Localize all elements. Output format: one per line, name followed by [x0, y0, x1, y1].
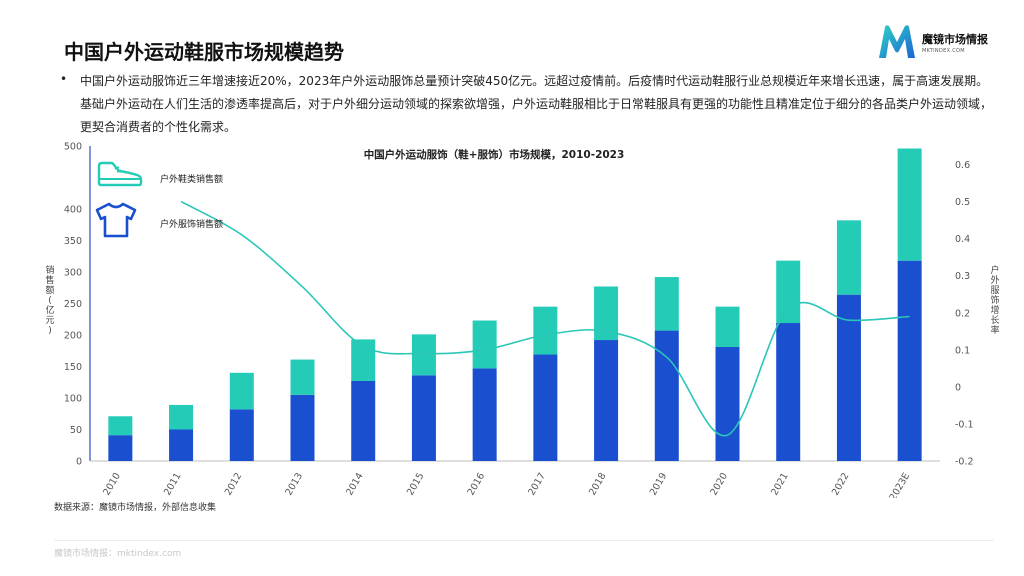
legend-label-apparel: 户外服饰销售额: [160, 218, 223, 230]
growth-rate-line: [180, 200, 910, 437]
bar-apparel-2011: [169, 429, 194, 461]
legend-label-footwear: 户外鞋类销售额: [160, 173, 223, 185]
bar-footwear-2015: [411, 334, 436, 376]
y-tick-label: 100: [64, 394, 82, 405]
bar-apparel-2023E: [897, 260, 922, 461]
bar-apparel-2021: [776, 323, 801, 461]
logo-m-icon: [879, 25, 915, 58]
y2-tick-label: 0.2: [955, 308, 970, 319]
bar-apparel-2017: [533, 354, 558, 461]
tshirt-outline: [95, 202, 137, 238]
shoe-icon: [97, 161, 143, 187]
x-tick-label: 2017: [526, 471, 548, 497]
brand-logo: 魔镜市场情报 MKTINDEX.COM: [876, 24, 1006, 64]
y-tick-label: 200: [64, 331, 82, 342]
bar-footwear-2021: [776, 260, 801, 324]
bar-apparel-2010: [108, 435, 133, 461]
y2-tick-label: 0.1: [955, 345, 970, 356]
y2-tick-label: 0.4: [955, 234, 970, 245]
bullet-marker: •: [60, 72, 68, 86]
shoe-outline: [97, 161, 143, 187]
bar-footwear-2019: [654, 277, 679, 331]
y-tick-label: 300: [64, 268, 82, 279]
y2-tick-label: -0.1: [955, 419, 974, 430]
x-tick-label: 2020: [708, 471, 730, 497]
bar-footwear-2012: [229, 372, 254, 410]
bar-apparel-2013: [290, 394, 315, 461]
y2-axis-title: 户外服饰增长率: [990, 264, 999, 336]
bar-footwear-2023E: [897, 148, 922, 261]
bar-apparel-2014: [351, 380, 376, 461]
tshirt-icon: [95, 202, 137, 238]
x-tick-label: 2021: [769, 471, 791, 497]
y2-tick-label: 0.3: [955, 271, 970, 282]
bar-footwear-2016: [472, 320, 497, 369]
x-tick-label: 2011: [162, 471, 184, 497]
bar-apparel-2019: [654, 330, 679, 461]
y-tick-label: 150: [64, 362, 82, 373]
y2-tick-label: 0.6: [955, 160, 970, 171]
x-tick-label: 2013: [283, 471, 305, 497]
bar-footwear-2011: [169, 404, 194, 430]
bar-apparel-2022: [836, 294, 861, 461]
logo-brand-name: 魔镜市场情报: [922, 33, 988, 46]
page-title: 中国户外运动鞋服市场规模趋势: [64, 40, 344, 64]
shoe-lace: [114, 166, 120, 170]
x-tick-label: 2010: [101, 471, 123, 497]
bar-apparel-2016: [472, 368, 497, 461]
y-tick-label: 50: [70, 425, 82, 436]
bar-footwear-2010: [108, 416, 133, 436]
bar-footwear-2013: [290, 359, 315, 395]
x-tick-label: 2015: [405, 471, 427, 497]
market-size-chart: 中国户外运动服饰（鞋+服饰）市场规模，2010-2023 0 50 100 150 20…: [45, 142, 999, 499]
y-tick-label: 500: [64, 142, 82, 153]
y2-tick-label: 0: [955, 382, 961, 393]
footer-divider: [54, 540, 994, 541]
bar-apparel-2012: [229, 409, 254, 461]
summary-paragraph: 中国户外运动服饰近三年增速接近20%，2023年户外运动服饰总量预计突破450亿…: [80, 74, 993, 134]
footer-text: 魔镜市场情报：mktindex.com: [54, 549, 182, 559]
bar-footwear-2020: [715, 306, 740, 347]
y2-tick-label: 0.5: [955, 197, 970, 208]
shoe-lace: [116, 169, 122, 173]
bar-footwear-2022: [836, 220, 861, 295]
x-tick-label: 2019: [648, 471, 670, 497]
x-tick-label: 2023E: [888, 471, 913, 498]
bar-apparel-2018: [594, 340, 619, 461]
data-source: 数据来源：魔镜市场情报，外部信息收集: [54, 503, 217, 513]
x-tick-label: 2022: [830, 471, 852, 497]
bar-apparel-2015: [411, 375, 436, 461]
chart-title: 中国户外运动服饰（鞋+服饰）市场规模，2010-2023: [364, 148, 625, 161]
y-tick-label: 400: [64, 205, 82, 216]
y-tick-label: 250: [64, 299, 82, 310]
x-tick-label: 2012: [223, 471, 245, 497]
y-axis-title: 销售额(亿元): [45, 264, 54, 336]
y-tick-label: 0: [76, 457, 82, 468]
x-tick-label: 2014: [344, 471, 366, 497]
x-tick-label: 2018: [587, 471, 609, 497]
x-tick-label: 2016: [466, 471, 488, 497]
logo-domain: MKTINDEX.COM: [922, 48, 965, 54]
bar-footwear-2017: [533, 306, 558, 355]
bar-apparel-2020: [715, 346, 740, 461]
y-tick-label: 350: [64, 236, 82, 247]
y2-tick-label: -0.2: [955, 457, 974, 468]
